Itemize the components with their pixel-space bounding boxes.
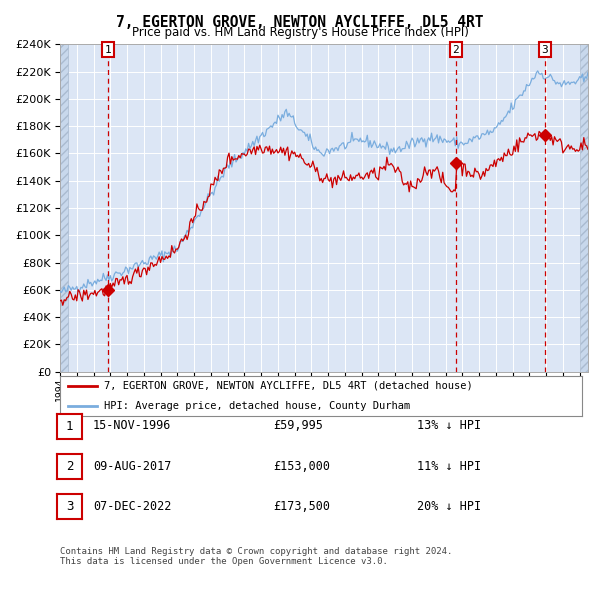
- Text: 15-NOV-1996: 15-NOV-1996: [93, 419, 172, 432]
- Text: 2: 2: [66, 460, 73, 473]
- Text: 3: 3: [542, 45, 548, 55]
- Text: 3: 3: [66, 500, 73, 513]
- Text: This data is licensed under the Open Government Licence v3.0.: This data is licensed under the Open Gov…: [60, 558, 388, 566]
- Text: 20% ↓ HPI: 20% ↓ HPI: [417, 500, 481, 513]
- Text: 2: 2: [452, 45, 459, 55]
- Text: 09-AUG-2017: 09-AUG-2017: [93, 460, 172, 473]
- Text: 11% ↓ HPI: 11% ↓ HPI: [417, 460, 481, 473]
- Text: 7, EGERTON GROVE, NEWTON AYCLIFFE, DL5 4RT (detached house): 7, EGERTON GROVE, NEWTON AYCLIFFE, DL5 4…: [104, 381, 473, 391]
- Text: £59,995: £59,995: [273, 419, 323, 432]
- Text: 1: 1: [105, 45, 112, 55]
- Text: 13% ↓ HPI: 13% ↓ HPI: [417, 419, 481, 432]
- Text: Contains HM Land Registry data © Crown copyright and database right 2024.: Contains HM Land Registry data © Crown c…: [60, 547, 452, 556]
- Text: 1: 1: [66, 420, 73, 433]
- Text: HPI: Average price, detached house, County Durham: HPI: Average price, detached house, Coun…: [104, 401, 410, 411]
- Text: 7, EGERTON GROVE, NEWTON AYCLIFFE, DL5 4RT: 7, EGERTON GROVE, NEWTON AYCLIFFE, DL5 4…: [116, 15, 484, 30]
- Text: £173,500: £173,500: [273, 500, 330, 513]
- Text: £153,000: £153,000: [273, 460, 330, 473]
- Text: 07-DEC-2022: 07-DEC-2022: [93, 500, 172, 513]
- Text: Price paid vs. HM Land Registry's House Price Index (HPI): Price paid vs. HM Land Registry's House …: [131, 26, 469, 39]
